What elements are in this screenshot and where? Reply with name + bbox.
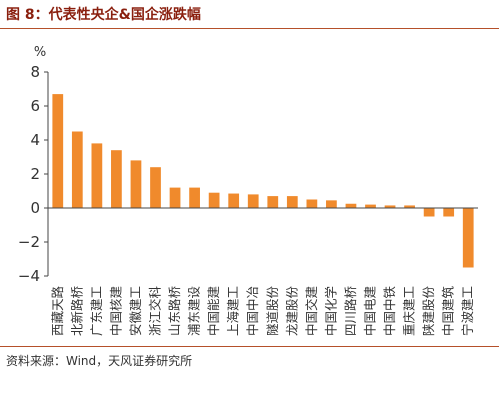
bar: [267, 196, 279, 208]
x-category-label: 中国中铁: [382, 286, 397, 337]
bar: [286, 196, 298, 208]
source-divider: [0, 346, 499, 347]
bar: [365, 204, 376, 208]
y-tick-label: 4: [30, 131, 40, 149]
x-category-label: 广东建工: [89, 286, 104, 336]
x-category-label: 浙江交科: [148, 286, 163, 337]
bar: [111, 150, 122, 208]
x-category-label: 北新路桥: [69, 286, 84, 337]
bar: [169, 187, 181, 208]
bar: [91, 143, 103, 208]
y-unit-label: %: [34, 45, 46, 60]
bar: [462, 208, 474, 268]
x-category-label: 宁波建工: [460, 286, 475, 336]
x-category-label: 陕建股份: [421, 286, 436, 337]
bar: [52, 94, 64, 208]
bar: [326, 200, 337, 208]
bar: [345, 203, 357, 208]
x-category-label: 中国核建: [108, 286, 123, 337]
bar: [443, 208, 455, 217]
x-category-label: 重庆建工: [402, 286, 417, 336]
x-category-label: 中国电建: [363, 286, 378, 337]
x-category-label: 浦东建设: [187, 286, 202, 337]
x-category-label: 上海建工: [226, 286, 241, 336]
bar: [150, 167, 161, 208]
source-note: 资料来源：Wind，天风证券研究所: [6, 354, 193, 368]
x-category-label: 山东路桥: [167, 286, 182, 337]
x-category-label: 中国建筑: [441, 286, 456, 337]
bar: [247, 194, 259, 208]
bar: [130, 160, 142, 208]
x-category-label: 中国能建: [206, 286, 221, 337]
bar: [384, 205, 396, 208]
bar: [404, 205, 415, 208]
y-tick-label: −4: [18, 267, 40, 285]
x-category-label: 中国交建: [304, 286, 319, 337]
x-category-label: 中国化学: [323, 286, 338, 336]
bar: [423, 208, 435, 217]
bar: [208, 192, 220, 208]
y-tick-label: −2: [18, 233, 40, 251]
title-divider: [0, 28, 499, 29]
bar: [189, 187, 200, 208]
x-category-label: 隧道股份: [265, 286, 280, 337]
y-tick-label: 8: [30, 63, 40, 81]
y-tick-label: 2: [30, 165, 40, 183]
x-category-label: 龙建股份: [284, 286, 299, 337]
bar: [228, 193, 240, 208]
figure-title: 图 8：代表性央企&国企涨跌幅: [6, 7, 201, 23]
x-category-label: 安徽建工: [128, 286, 143, 336]
x-category-label: 中国中冶: [245, 286, 260, 336]
x-category-label: 四川路桥: [343, 286, 358, 337]
bar: [306, 199, 318, 208]
y-tick-label: 6: [30, 97, 40, 115]
y-tick-label: 0: [30, 199, 40, 217]
bar: [71, 131, 83, 208]
x-category-label: 西藏天路: [50, 286, 65, 337]
bar-chart: % 8 6 4 2 0 −2 −4 西藏天路 北新路桥 广东建工 中国核建 安徽建工 浙江交科 山东路桥 浦东…: [18, 45, 478, 337]
